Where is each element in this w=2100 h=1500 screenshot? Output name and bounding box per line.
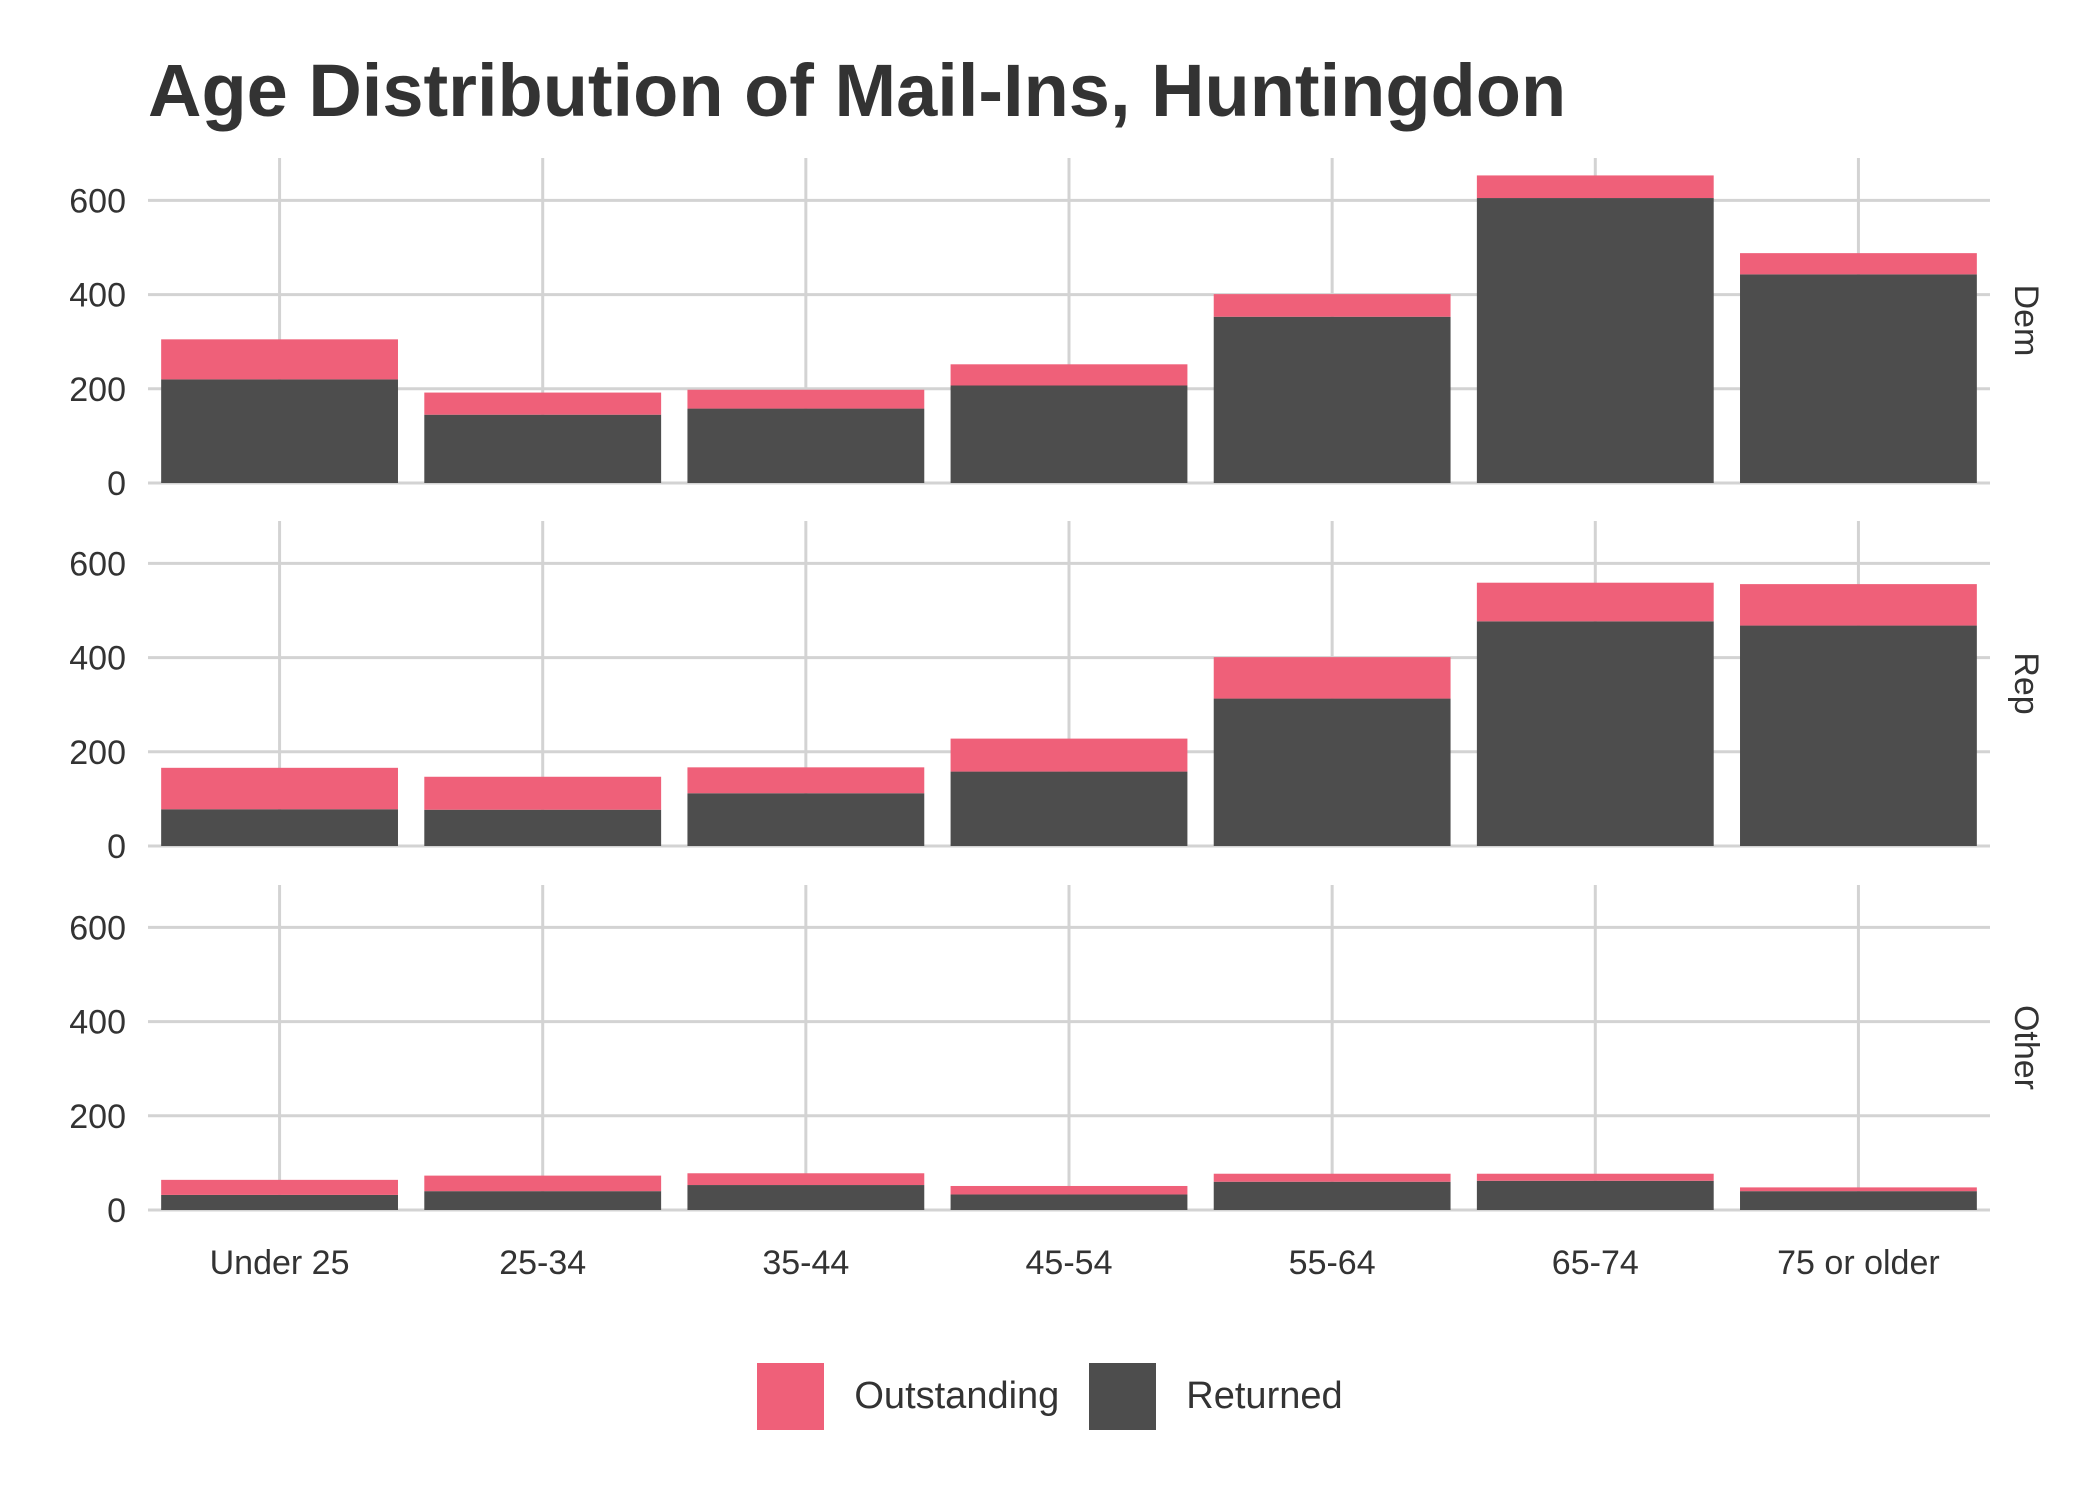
bar-outstanding xyxy=(424,1175,662,1192)
bar-outstanding xyxy=(424,392,662,415)
facet-label-dem: Dem xyxy=(2007,285,2045,357)
bar-returned xyxy=(161,1194,398,1210)
y-tick-label: 600 xyxy=(69,545,126,583)
y-tick-label: 0 xyxy=(107,1192,126,1230)
x-tick-label: 35-44 xyxy=(762,1244,849,1282)
bar-returned xyxy=(161,809,398,846)
bar-returned xyxy=(1476,1180,1714,1210)
bar-outstanding xyxy=(1213,294,1451,317)
x-tick-label: 75 or older xyxy=(1777,1244,1940,1282)
bar-returned xyxy=(687,408,925,483)
bar-outstanding xyxy=(950,1185,1188,1195)
y-tick-label: 0 xyxy=(107,828,126,866)
y-tick-label: 200 xyxy=(69,371,126,409)
bar-returned xyxy=(1740,1191,1977,1210)
bar-outstanding xyxy=(1476,175,1714,199)
x-tick-label: 25-34 xyxy=(499,1244,586,1282)
legend-item-outstanding: Outstanding xyxy=(757,1362,1060,1430)
bar-returned xyxy=(950,1194,1188,1210)
legend-label-outstanding: Outstanding xyxy=(854,1374,1060,1417)
bar-returned xyxy=(1213,698,1451,846)
bar-outstanding xyxy=(687,767,925,794)
bar-returned xyxy=(950,771,1188,846)
facet-label-other: Other xyxy=(2007,1005,2045,1090)
bar-outstanding xyxy=(687,1173,925,1186)
y-tick-label: 400 xyxy=(69,1004,126,1042)
bar-outstanding xyxy=(950,364,1188,386)
facet-label-rep: Rep xyxy=(2007,652,2045,714)
legend-label-returned: Returned xyxy=(1186,1374,1343,1417)
panel-rep: 0 200 400 600 Rep xyxy=(69,521,2045,866)
bar-returned xyxy=(1213,316,1451,483)
legend: Outstanding Returned xyxy=(0,1360,2100,1432)
x-tick-label: 55-64 xyxy=(1289,1244,1376,1282)
bar-returned xyxy=(1476,198,1714,483)
bar-outstanding xyxy=(1740,584,1977,626)
bar-returned xyxy=(424,809,662,846)
bar-returned xyxy=(1213,1181,1451,1210)
bar-returned xyxy=(687,1185,925,1210)
bar-returned xyxy=(1476,621,1714,846)
bar-outstanding xyxy=(424,776,662,810)
bar-returned xyxy=(424,1191,662,1210)
bar-outstanding xyxy=(161,1179,398,1195)
bar-returned xyxy=(424,414,662,483)
bar-returned xyxy=(1740,274,1977,483)
x-tick-label: Under 25 xyxy=(210,1244,350,1282)
y-tick-label: 200 xyxy=(69,1098,126,1136)
y-tick-label: 200 xyxy=(69,734,126,772)
y-tick-label: 400 xyxy=(69,640,126,678)
bar-outstanding xyxy=(1476,582,1714,622)
bar-returned xyxy=(950,385,1188,483)
bar-outstanding xyxy=(950,738,1188,772)
y-tick-label: 600 xyxy=(69,182,126,220)
x-tick-label: 45-54 xyxy=(1026,1244,1113,1282)
bar-outstanding xyxy=(1740,1187,1977,1192)
bar-outstanding xyxy=(161,767,398,810)
panel-dem: 0 200 400 600 Dem xyxy=(69,158,2045,503)
bar-outstanding xyxy=(1740,253,1977,275)
panel-other: 0 200 400 600 Other xyxy=(69,885,2045,1230)
x-axis: Under 25 25-34 35-44 45-54 55-64 65-74 75 or o… xyxy=(210,1244,1940,1282)
x-tick-label: 65-74 xyxy=(1552,1244,1639,1282)
chart-title: Age Distribution of Mail-Ins, Huntingdon xyxy=(148,49,1567,132)
y-tick-label: 600 xyxy=(69,909,126,947)
legend-key-returned xyxy=(1089,1362,1157,1430)
bar-returned xyxy=(1740,625,1977,846)
legend-key-outstanding xyxy=(757,1362,825,1430)
bar-outstanding xyxy=(1213,657,1451,699)
bar-returned xyxy=(687,793,925,846)
bar-outstanding xyxy=(687,389,925,409)
bar-returned xyxy=(161,379,398,483)
y-tick-label: 400 xyxy=(69,277,126,315)
bar-outstanding xyxy=(161,339,398,380)
bar-outstanding xyxy=(1213,1173,1451,1182)
y-tick-label: 0 xyxy=(107,465,126,503)
legend-item-returned: Returned xyxy=(1089,1362,1343,1430)
bar-outstanding xyxy=(1476,1173,1714,1181)
